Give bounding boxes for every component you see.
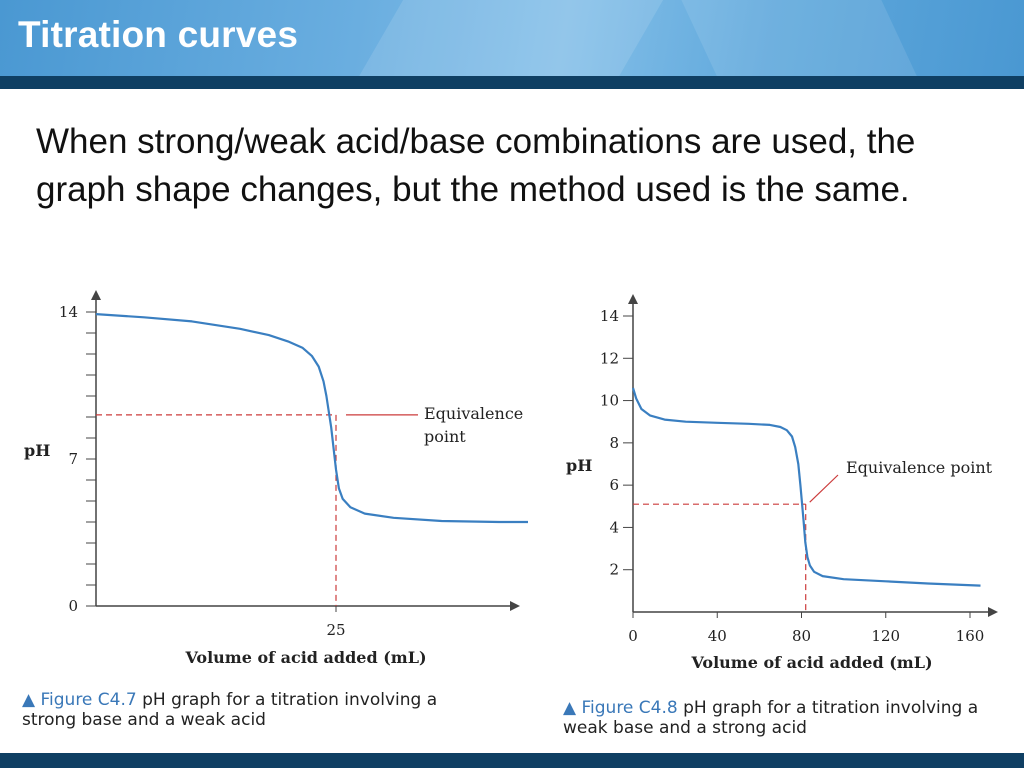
x-tick-label: 120 <box>871 627 900 645</box>
figure-caption-1: ▲ Figure C4.7 pH graph for a titration i… <box>22 690 472 730</box>
y-tick-label: 8 <box>609 434 619 452</box>
equivalence-label: Equivalence point <box>846 458 993 477</box>
y-tick-label: 0 <box>68 597 78 615</box>
y-tick-label: 4 <box>609 518 619 536</box>
y-tick-label: 7 <box>68 450 78 468</box>
y-tick-label: 2 <box>609 561 619 579</box>
figure-label: Figure C4.7 <box>40 690 137 710</box>
titration-curve <box>631 387 981 587</box>
y-axis-label: pH <box>566 456 592 475</box>
x-axis-arrow <box>510 601 520 611</box>
y-tick-label: 14 <box>59 303 78 321</box>
x-tick-label: 40 <box>708 627 727 645</box>
footer-bar <box>0 753 1024 768</box>
x-axis-arrow <box>988 607 998 617</box>
y-tick-label: 10 <box>600 392 619 410</box>
x-tick-label: 80 <box>792 627 811 645</box>
figure-caption-2: ▲ Figure C4.8 pH graph for a titration i… <box>563 698 1013 738</box>
x-tick-label: 0 <box>628 627 638 645</box>
x-tick-label: 160 <box>956 627 985 645</box>
y-axis-arrow <box>91 290 101 300</box>
slide-header: Titration curves <box>0 0 1024 76</box>
equivalence-label: Equivalence <box>424 404 523 423</box>
x-tick-label: 25 <box>326 621 345 639</box>
chart-2 <box>623 294 998 618</box>
y-tick-label: 14 <box>600 307 619 325</box>
slide-body-text: When strong/weak acid/base combinations … <box>36 122 916 209</box>
y-tick-label: 6 <box>609 476 619 494</box>
caption-triangle-icon: ▲ <box>22 690 41 710</box>
equivalence-label: point <box>424 427 466 446</box>
caption-text: pH graph for a titration involving a str… <box>22 690 438 730</box>
caption-triangle-icon: ▲ <box>563 698 582 718</box>
y-tick-label: 12 <box>600 349 619 367</box>
y-axis-label: pH <box>24 441 50 460</box>
x-axis-label: Volume of acid added (mL) <box>690 653 932 672</box>
caption-text: pH graph for a titration involving a wea… <box>563 698 979 738</box>
equivalence-pointer <box>809 474 839 503</box>
y-axis-arrow <box>628 294 638 304</box>
chart-1 <box>86 290 528 612</box>
header-bar <box>0 76 1024 89</box>
titration-curve <box>95 313 528 524</box>
x-axis-label: Volume of acid added (mL) <box>184 648 426 667</box>
figure-label: Figure C4.8 <box>581 698 678 718</box>
slide-title: Titration curves <box>18 14 299 55</box>
